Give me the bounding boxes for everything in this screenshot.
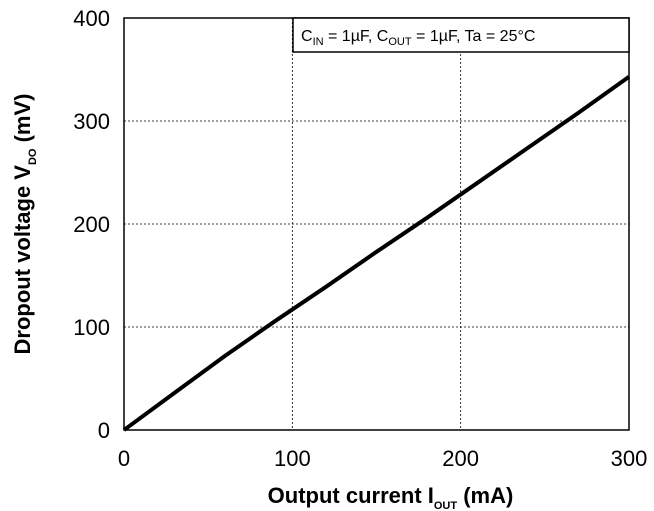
x-axis-ticks: 0 100 200 300	[118, 446, 647, 471]
y-axis-title-unit: (mV)	[10, 94, 35, 149]
y-tick-label: 0	[98, 418, 110, 443]
series-layer	[122, 75, 631, 432]
x-tick-label: 200	[442, 446, 479, 471]
y-tick-label: 200	[73, 212, 110, 237]
x-tick-label: 300	[611, 446, 648, 471]
y-axis-title-subscript: DO	[27, 148, 39, 165]
x-axis-title-main: Output current I	[268, 483, 434, 508]
annotation-text: CIN = 1µF, COUT = 1µF, Ta = 25°C	[301, 28, 535, 48]
annotation-text-part: = 1µF, C	[324, 28, 389, 45]
annotation-frame	[292, 17, 630, 53]
annotation-subscript: OUT	[388, 36, 412, 48]
x-axis-title: Output current IOUT (mA)	[268, 483, 514, 511]
annotation-text-part: C	[301, 28, 313, 45]
annotation-text-part: = 1µF, Ta = 25°C	[412, 28, 536, 45]
x-axis-title-subscript: OUT	[434, 500, 458, 511]
y-tick-label: 300	[73, 109, 110, 134]
y-axis-title-main: Dropout voltage V	[10, 165, 35, 355]
annotation-box: CIN = 1µF, COUT = 1µF, Ta = 25°C	[292, 17, 630, 53]
y-tick-label: 400	[73, 6, 110, 31]
y-axis-ticks: 0 100 200 300 400	[73, 6, 110, 443]
x-tick-label: 100	[274, 446, 311, 471]
x-axis-title-unit: (mA)	[457, 483, 513, 508]
dropout-voltage-line	[122, 75, 631, 432]
annotation-subscript: IN	[313, 36, 324, 48]
grid-lines	[124, 18, 629, 430]
y-tick-label: 100	[73, 315, 110, 340]
y-axis-title: Dropout voltage VDO (mV)	[10, 94, 39, 355]
x-tick-label: 0	[118, 446, 130, 471]
